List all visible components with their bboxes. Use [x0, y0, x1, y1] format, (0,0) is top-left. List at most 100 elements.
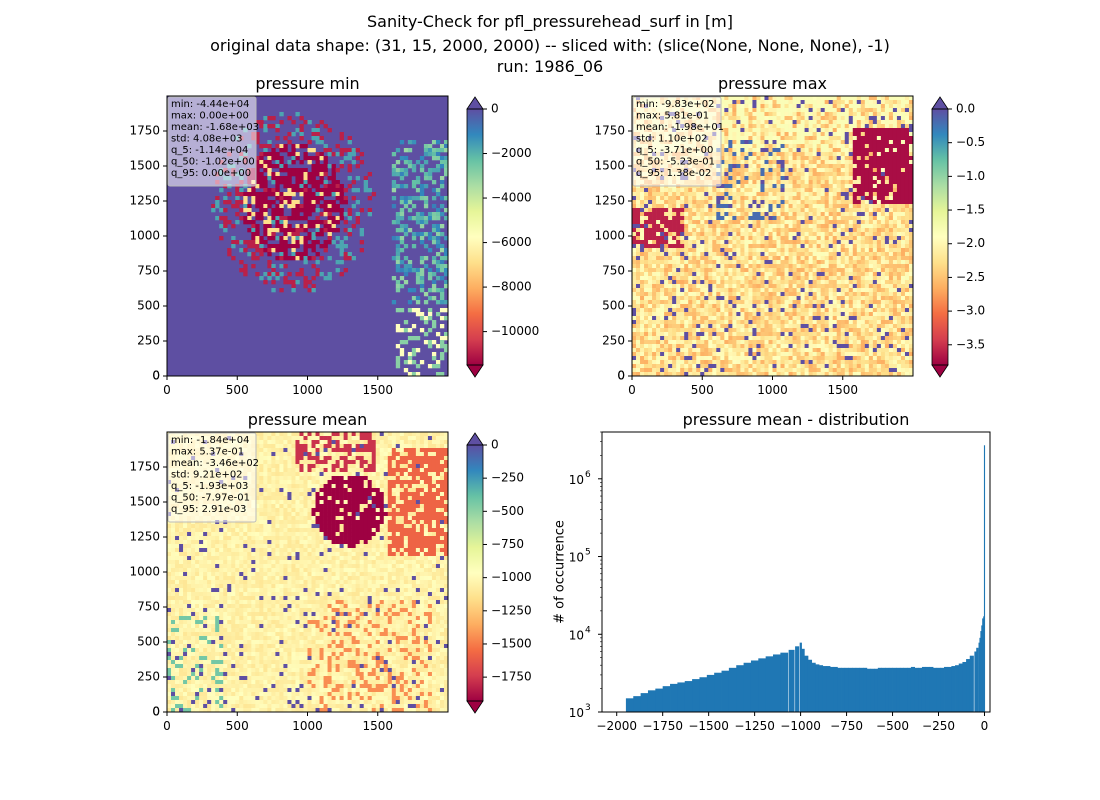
heatmap-cell	[339, 160, 344, 165]
heatmap-cell	[792, 152, 797, 157]
heatmap-cell	[315, 220, 320, 225]
heatmap-cell	[319, 232, 324, 237]
heatmap-cell	[808, 304, 813, 309]
heatmap-cell	[792, 168, 797, 173]
heatmap-cell	[768, 132, 773, 137]
heatmap-cell	[732, 132, 737, 137]
heatmap-cell	[303, 208, 308, 213]
heatmap-cell	[792, 140, 797, 145]
heatmap-cell	[756, 196, 761, 201]
heatmap-cell	[648, 228, 653, 233]
heatmap-cell	[812, 228, 817, 233]
heatmap-cell	[748, 148, 753, 153]
heatmap-cell	[820, 232, 825, 237]
heatmap-cell	[339, 152, 344, 157]
heatmap-cell	[892, 272, 898, 277]
heatmap-cell	[664, 304, 669, 309]
heatmap-cell	[780, 284, 785, 289]
heatmap-cell	[648, 280, 653, 285]
heatmap-cell	[291, 204, 296, 209]
heatmap-cell	[728, 240, 733, 245]
heatmap-cell	[820, 276, 825, 281]
heatmap-cell	[820, 284, 825, 289]
heatmap-cell	[860, 284, 866, 289]
heatmap-cell	[307, 188, 312, 193]
heatmap-cell	[435, 188, 441, 193]
heatmap-cell	[744, 208, 749, 213]
heatmap-cell	[636, 268, 641, 273]
heatmap-cell	[323, 276, 328, 281]
heatmap-cell	[844, 280, 850, 285]
heatmap-cell	[808, 212, 813, 217]
heatmap-cell	[355, 216, 360, 221]
heatmap-cell	[832, 132, 838, 137]
heatmap-cell	[311, 180, 316, 185]
heatmap-cell	[848, 128, 854, 133]
heatmap-cell	[760, 96, 765, 101]
heatmap-cell	[872, 104, 878, 109]
heatmap-cell	[291, 192, 296, 197]
heatmap-cell	[299, 124, 304, 129]
heatmap-cell	[728, 128, 733, 133]
heatmap-cell	[784, 216, 789, 221]
heatmap-cell	[728, 284, 733, 289]
heatmap-cell	[844, 172, 850, 177]
heatmap-cell	[768, 140, 773, 145]
heatmap-cell	[896, 208, 902, 213]
heatmap-cell	[439, 156, 445, 161]
heatmap-cell	[776, 104, 781, 109]
heatmap-cell	[808, 288, 813, 293]
heatmap-cell	[688, 296, 693, 301]
heatmap-cell	[672, 216, 677, 221]
heatmap-cell	[756, 272, 761, 277]
heatmap-cell	[852, 116, 858, 121]
heatmap-cell	[908, 168, 914, 173]
heatmap-cell	[648, 260, 653, 265]
heatmap-cell	[740, 260, 745, 265]
heatmap-cell	[411, 268, 417, 273]
heatmap-cell	[684, 296, 689, 301]
heatmap-cell	[732, 184, 737, 189]
heatmap-cell	[275, 272, 280, 277]
heatmap-cell	[744, 176, 749, 181]
heatmap-cell	[700, 188, 705, 193]
heatmap-cell	[656, 292, 661, 297]
heatmap-cell	[816, 220, 821, 225]
heatmap-cell	[399, 236, 405, 241]
heatmap-cell	[748, 296, 753, 301]
heatmap-cell	[828, 132, 834, 137]
heatmap-cell	[792, 144, 797, 149]
colorbar-tick-label: −6000	[491, 235, 532, 249]
heatmap-cell	[335, 204, 340, 209]
heatmap-cell	[884, 120, 890, 125]
heatmap-cell	[764, 132, 769, 137]
heatmap-cell	[439, 308, 445, 313]
heatmap-cell	[908, 144, 914, 149]
heatmap-cell	[820, 312, 825, 317]
heatmap-cell	[351, 224, 356, 229]
heatmap-cell	[776, 160, 781, 165]
heatmap-cell	[271, 288, 276, 293]
heatmap-cell	[876, 240, 882, 245]
heatmap-cell	[908, 236, 914, 241]
heatmap-cell	[800, 276, 805, 281]
heatmap-cell	[323, 208, 328, 213]
heatmap-cell	[880, 204, 886, 209]
heatmap-cell	[716, 212, 721, 217]
heatmap-cell	[271, 264, 276, 269]
heatmap-cell	[840, 260, 846, 265]
heatmap-cell	[243, 220, 248, 225]
heatmap-cell	[391, 196, 397, 201]
heatmap-cell	[315, 184, 320, 189]
heatmap-cell	[728, 204, 733, 209]
heatmap-cell	[896, 136, 902, 141]
heatmap-cell	[744, 104, 749, 109]
heatmap-cell	[431, 260, 437, 265]
heatmap-cell	[712, 280, 717, 285]
heatmap-cell	[804, 284, 809, 289]
heatmap-cell	[776, 292, 781, 297]
heatmap-cell	[267, 172, 272, 177]
heatmap-cell	[704, 236, 709, 241]
heatmap-cell	[768, 192, 773, 197]
heatmap-cell	[231, 244, 236, 249]
